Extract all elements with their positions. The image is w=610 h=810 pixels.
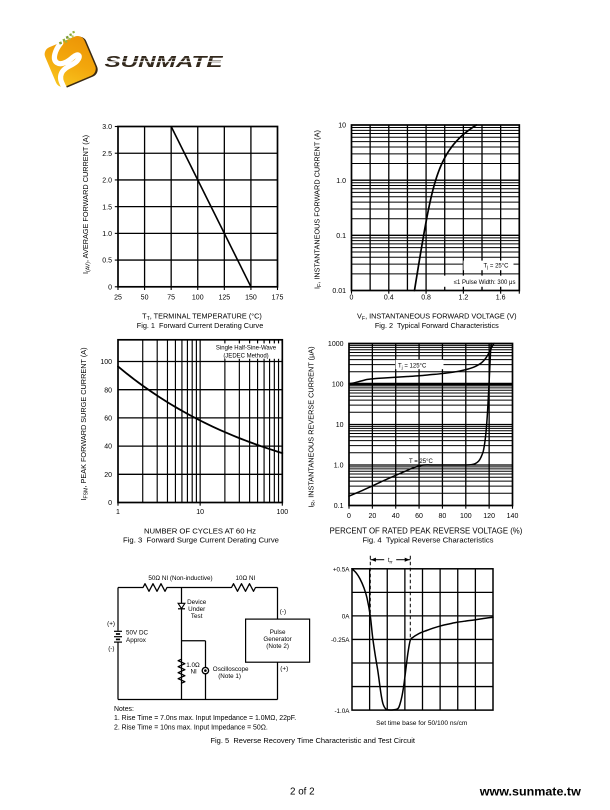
svg-text:80: 80 [439, 513, 447, 520]
svg-text:1.0: 1.0 [336, 178, 346, 185]
svg-text:1.0Ω: 1.0Ω [186, 662, 200, 669]
svg-text:100: 100 [100, 359, 112, 366]
svg-text:Oscilloscope: Oscilloscope [213, 666, 249, 673]
svg-text:0: 0 [108, 284, 112, 291]
svg-text:Device: Device [187, 599, 207, 606]
svg-text:Notes:: Notes: [114, 706, 134, 713]
svg-text:50V DC: 50V DC [126, 630, 149, 637]
svg-text:0.5: 0.5 [102, 258, 112, 265]
svg-text:≤1 Pulse Width: 300 μs: ≤1 Pulse Width: 300 μs [454, 280, 516, 286]
svg-text:100: 100 [332, 382, 344, 389]
svg-text:Single Half-Sine-Wave: Single Half-Sine-Wave [216, 345, 277, 351]
svg-text:60: 60 [415, 513, 423, 520]
svg-text:10: 10 [338, 123, 346, 130]
svg-text:0: 0 [350, 295, 354, 302]
svg-text:-1.0A: -1.0A [334, 708, 350, 715]
svg-text:SUNMATE: SUNMATE [105, 54, 224, 71]
svg-text:1.0: 1.0 [334, 463, 344, 470]
svg-text:Approx: Approx [126, 637, 147, 644]
svg-text:Fig. 5 Reverse Recovery Time: Fig. 5 Reverse Recovery Time Characteris… [210, 736, 415, 745]
svg-text:20: 20 [104, 472, 112, 479]
svg-text:3.0: 3.0 [102, 124, 112, 131]
svg-text:Test: Test [191, 613, 203, 620]
svg-text:NI: NI [191, 668, 198, 675]
svg-text:(+): (+) [107, 620, 115, 627]
svg-text:0.1: 0.1 [334, 503, 344, 510]
svg-text:10Ω NI: 10Ω NI [236, 575, 256, 582]
svg-text:Fig. 4 Typical Reverse Charac: Fig. 4 Typical Reverse Characteristics [362, 536, 493, 545]
svg-text:80: 80 [104, 387, 112, 394]
svg-text:10: 10 [196, 509, 204, 516]
svg-text:120: 120 [483, 513, 495, 520]
svg-text:Tj = 25°C: Tj = 25°C [484, 263, 510, 269]
svg-text:IFSM, PEAK FORWARD SURGE CURRE: IFSM, PEAK FORWARD SURGE CURRENT (A) [79, 347, 90, 500]
svg-text:T = 25°C: T = 25°C [409, 459, 433, 465]
svg-text:1: 1 [116, 509, 120, 516]
svg-text:0A: 0A [342, 614, 351, 621]
svg-text:I(AV), AVERAGE FORWARD CURRENT: I(AV), AVERAGE FORWARD CURRENT (A) [81, 135, 92, 274]
svg-text:1.6: 1.6 [496, 295, 506, 302]
svg-text:(JEDEC Method): (JEDEC Method) [223, 353, 268, 359]
svg-text:1.5: 1.5 [102, 204, 112, 211]
svg-text:175: 175 [272, 295, 284, 302]
svg-text:1.2: 1.2 [459, 295, 469, 302]
svg-text:IF, INSTANTANEOUS FORWARD CURR: IF, INSTANTANEOUS FORWARD CURRENT (A) [313, 130, 324, 289]
svg-text:(-): (-) [108, 646, 114, 653]
svg-text:1.0: 1.0 [102, 231, 112, 238]
svg-text:2 of 2: 2 of 2 [290, 786, 315, 797]
svg-text:0.8: 0.8 [421, 295, 431, 302]
svg-text:Tj = 125°C: Tj = 125°C [398, 364, 427, 370]
svg-text:100: 100 [460, 513, 472, 520]
svg-text:Set time base for 50/100 ns/cm: Set time base for 50/100 ns/cm [376, 720, 468, 727]
svg-text:20: 20 [368, 513, 376, 520]
svg-text:www.sunmate.tw: www.sunmate.tw [479, 786, 582, 799]
svg-text:IR, INSTANTANEOUS REVERSE CURR: IR, INSTANTANEOUS REVERSE CURRENT (μA) [307, 346, 318, 507]
svg-text:1. Rise Time = 7.0ns max. Inpu: 1. Rise Time = 7.0ns max. Input Impedanc… [114, 715, 296, 722]
svg-text:Pulse: Pulse [270, 629, 286, 636]
svg-text:140: 140 [507, 513, 519, 520]
svg-text:10: 10 [336, 422, 344, 429]
svg-text:60: 60 [104, 416, 112, 423]
svg-text:NUMBER OF CYCLES AT 60 Hz: NUMBER OF CYCLES AT 60 Hz [144, 527, 256, 536]
svg-text:2.5: 2.5 [102, 151, 112, 158]
svg-text:50Ω NI (Non-inductive): 50Ω NI (Non-inductive) [148, 575, 212, 582]
svg-text:0: 0 [108, 500, 112, 507]
svg-text:50: 50 [141, 295, 149, 302]
svg-text:1000: 1000 [328, 341, 344, 348]
svg-text:75: 75 [167, 295, 175, 302]
svg-text:Fig. 2 Typical Forward Charac: Fig. 2 Typical Forward Characteristics [375, 321, 499, 330]
svg-text:+0.5A: +0.5A [333, 566, 350, 573]
svg-text:2. Rise Time = 10ns max. Input: 2. Rise Time = 10ns max. Input Impedance… [114, 724, 268, 731]
svg-text:Generator: Generator [263, 636, 291, 643]
svg-text:100: 100 [192, 295, 204, 302]
svg-text:0.1: 0.1 [336, 233, 346, 240]
svg-text:100: 100 [276, 509, 288, 516]
svg-text:Fig. 3 Forward Surge Current: Fig. 3 Forward Surge Current Derating Cu… [123, 536, 279, 545]
svg-text:0.4: 0.4 [384, 295, 394, 302]
svg-text:25: 25 [114, 295, 122, 302]
svg-text:2.0: 2.0 [102, 178, 112, 185]
svg-text:Fig. 1 Forward Current Derati: Fig. 1 Forward Current Derating Curve [137, 321, 264, 330]
svg-text:-0.25A: -0.25A [331, 637, 350, 644]
svg-text:(Note 2): (Note 2) [266, 643, 289, 650]
svg-text:Under: Under [188, 606, 205, 613]
svg-text:PERCENT OF RATED PEAK REVERSE: PERCENT OF RATED PEAK REVERSE VOLTAGE (%… [330, 527, 523, 536]
svg-text:0: 0 [347, 513, 351, 520]
svg-text:125: 125 [218, 295, 230, 302]
svg-text:VF, INSTANTANEOUS FORWARD VOLT: VF, INSTANTANEOUS FORWARD VOLTAGE (V) [357, 312, 517, 323]
svg-text:TT, TERMINAL TEMPERATURE (°C): TT, TERMINAL TEMPERATURE (°C) [142, 312, 262, 323]
svg-text:(+): (+) [280, 665, 288, 672]
svg-text:trr: trr [388, 558, 393, 564]
svg-text:(-): (-) [280, 609, 286, 616]
svg-text:(Note 1): (Note 1) [218, 673, 241, 680]
svg-text:0.01: 0.01 [332, 288, 346, 295]
svg-text:150: 150 [245, 295, 257, 302]
svg-text:40: 40 [392, 513, 400, 520]
svg-text:40: 40 [104, 444, 112, 451]
